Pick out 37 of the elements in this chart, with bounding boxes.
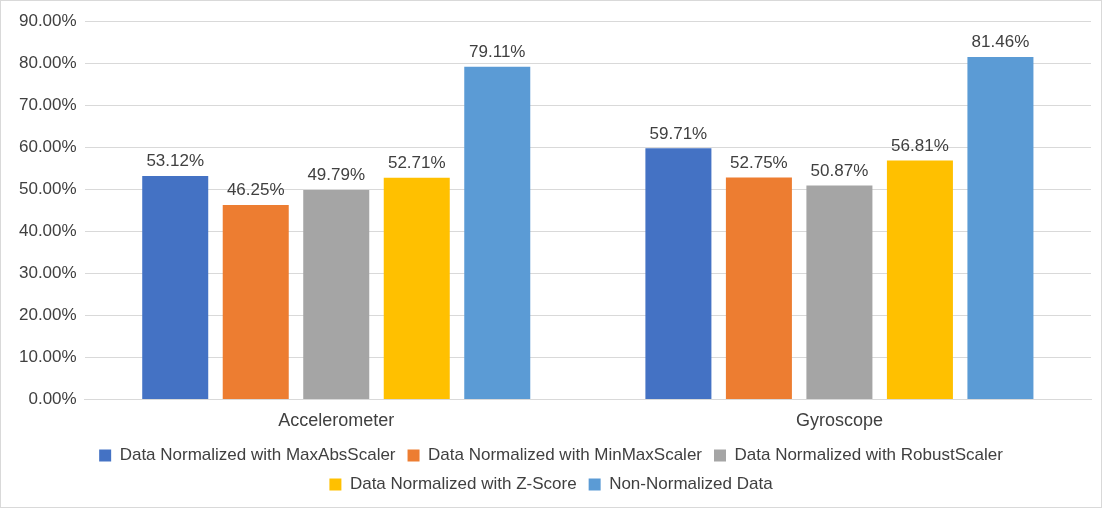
bar bbox=[886, 160, 953, 399]
x-tick-label: Gyroscope bbox=[795, 410, 883, 431]
y-tick-label: 90.00% bbox=[18, 10, 77, 30]
y-tick-label: 10.00% bbox=[18, 347, 77, 367]
y-tick-label: 40.00% bbox=[18, 220, 77, 240]
y-tick-label: 0.00% bbox=[28, 389, 77, 409]
bar bbox=[806, 185, 873, 399]
bar bbox=[464, 66, 531, 399]
legend-label: Data Normalized with MinMaxScaler bbox=[428, 445, 703, 465]
data-label: 79.11% bbox=[469, 41, 526, 61]
bar bbox=[725, 177, 792, 399]
data-label: 49.79% bbox=[307, 165, 366, 185]
bar bbox=[383, 177, 450, 399]
data-label: 59.71% bbox=[649, 123, 708, 143]
x-tick-label: Accelerometer bbox=[278, 410, 395, 431]
data-label: 50.87% bbox=[810, 160, 869, 180]
bar bbox=[222, 204, 289, 399]
bar bbox=[967, 56, 1034, 399]
bar bbox=[645, 148, 712, 399]
y-tick-label: 30.00% bbox=[18, 262, 77, 282]
y-tick-label: 70.00% bbox=[18, 94, 77, 114]
data-label: 53.12% bbox=[146, 151, 205, 171]
data-label: 56.81% bbox=[891, 135, 949, 155]
y-tick-label: 20.00% bbox=[18, 305, 77, 324]
y-tick-label: 80.00% bbox=[18, 52, 77, 72]
legend-label: Data Normalized with MaxAbsScaler bbox=[119, 445, 396, 465]
data-label: 52.75% bbox=[730, 152, 788, 172]
bar bbox=[303, 190, 370, 399]
legend-label: Non-Normalized Data bbox=[609, 474, 774, 494]
legend-label: Data Normalized with RobustScaler bbox=[734, 445, 1004, 465]
y-tick-label: 50.00% bbox=[18, 178, 77, 198]
y-tick-label: 60.00% bbox=[18, 136, 77, 156]
data-label: 81.46% bbox=[971, 32, 1030, 52]
data-label: 52.71% bbox=[387, 152, 446, 172]
bar bbox=[142, 176, 209, 399]
legend-label: Data Normalized with Z-Score bbox=[349, 474, 577, 494]
data-label: 46.25% bbox=[226, 180, 285, 200]
